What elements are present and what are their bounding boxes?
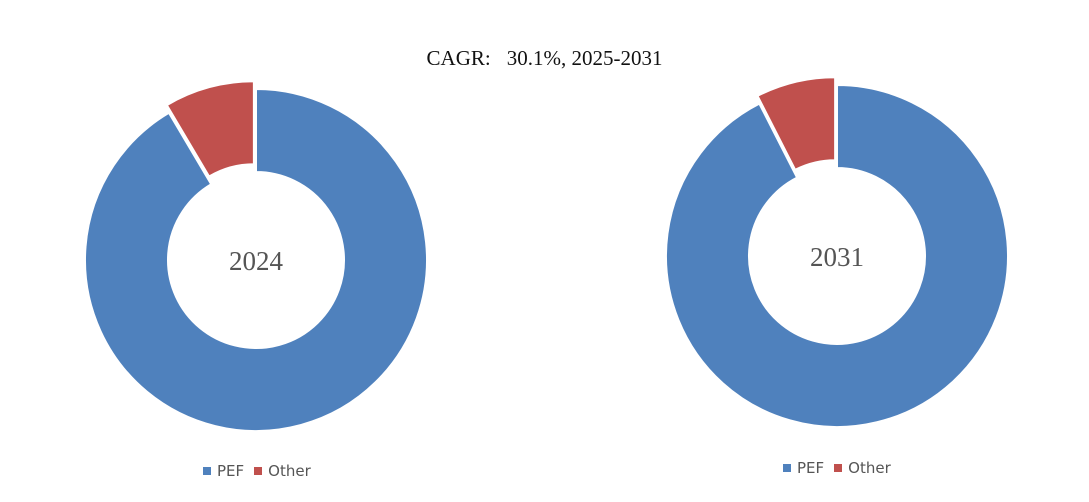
cagr-title: CAGR: 30.1%, 2025-2031 <box>0 46 1089 71</box>
legend-2031: PEF Other <box>783 459 891 477</box>
legend-label-pef: PEF <box>217 462 245 480</box>
legend-item-pef: PEF <box>783 459 824 477</box>
cagr-label: CAGR: <box>426 46 491 70</box>
slice-other <box>165 80 255 178</box>
legend-item-other: Other <box>254 462 311 480</box>
legend-swatch-other <box>254 467 263 475</box>
donut-chart-2031: 2031 <box>665 76 1009 428</box>
slice-pef <box>665 83 1009 428</box>
slice-pef <box>84 87 428 432</box>
legend-label-other: Other <box>848 459 891 477</box>
legend-label-pef: PEF <box>797 459 825 477</box>
center-label-2031: 2031 <box>810 242 864 272</box>
legend-item-pef: PEF <box>203 462 244 480</box>
legend-label-other: Other <box>268 462 311 480</box>
center-label-2024: 2024 <box>229 246 284 276</box>
legend-item-other: Other <box>834 459 891 477</box>
legend-2024: PEF Other <box>203 462 311 480</box>
legend-swatch-pef <box>203 467 211 475</box>
donut-chart-2024: 2024 <box>84 80 428 432</box>
cagr-value: 30.1%, 2025-2031 <box>506 46 663 70</box>
slice-other <box>756 76 837 172</box>
legend-swatch-other <box>834 464 843 472</box>
legend-swatch-pef <box>783 464 791 472</box>
